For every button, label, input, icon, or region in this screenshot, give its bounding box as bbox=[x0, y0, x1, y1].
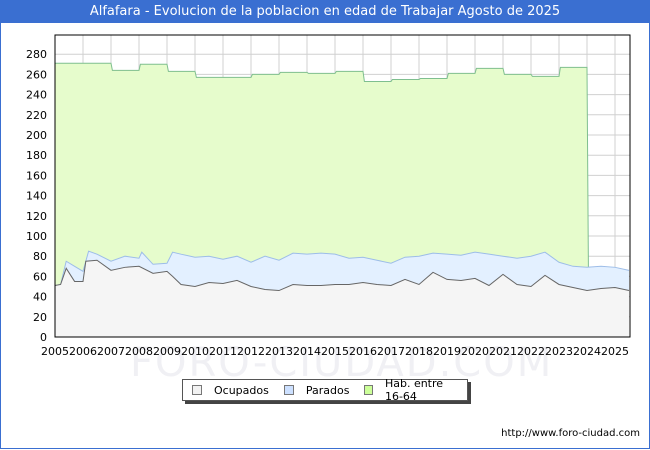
svg-text:60: 60 bbox=[33, 270, 47, 283]
svg-text:2015: 2015 bbox=[321, 345, 349, 358]
svg-text:2016: 2016 bbox=[349, 345, 377, 358]
svg-text:2008: 2008 bbox=[125, 345, 153, 358]
svg-text:240: 240 bbox=[26, 89, 47, 102]
svg-text:40: 40 bbox=[33, 291, 47, 304]
svg-text:2019: 2019 bbox=[433, 345, 461, 358]
svg-text:280: 280 bbox=[26, 48, 47, 61]
plot-border bbox=[54, 34, 631, 338]
svg-text:2006: 2006 bbox=[69, 345, 97, 358]
svg-text:160: 160 bbox=[26, 169, 47, 182]
legend: Ocupados Parados Hab. entre 16-64 bbox=[182, 377, 468, 403]
svg-text:2024: 2024 bbox=[573, 345, 601, 358]
svg-text:2021: 2021 bbox=[489, 345, 517, 358]
hab-swatch-icon bbox=[364, 385, 373, 395]
legend-item-parados: Parados bbox=[283, 383, 350, 397]
svg-text:100: 100 bbox=[26, 230, 47, 243]
svg-text:2007: 2007 bbox=[97, 345, 125, 358]
svg-text:2013: 2013 bbox=[265, 345, 293, 358]
svg-text:2023: 2023 bbox=[545, 345, 573, 358]
watermark: FORO-CIUDAD.COM bbox=[130, 340, 554, 386]
svg-text:2010: 2010 bbox=[181, 345, 209, 358]
chart-title: Alfafara - Evolucion de la poblacion en … bbox=[0, 0, 650, 23]
svg-text:2009: 2009 bbox=[153, 345, 181, 358]
legend-item-ocupados: Ocupados bbox=[192, 384, 269, 397]
legend-label: Ocupados bbox=[214, 383, 269, 397]
legend-item-hab: Hab. entre 16-64 bbox=[364, 377, 461, 403]
svg-text:2017: 2017 bbox=[377, 345, 405, 358]
parados-swatch-icon bbox=[283, 385, 294, 395]
svg-text:2005: 2005 bbox=[41, 345, 69, 358]
ocupados-swatch-icon bbox=[192, 385, 202, 395]
svg-text:20: 20 bbox=[33, 311, 47, 324]
legend-label: Hab. entre 16-64 bbox=[384, 377, 444, 403]
data-areas bbox=[54, 62, 630, 337]
svg-text:2020: 2020 bbox=[461, 345, 489, 358]
svg-text:200: 200 bbox=[26, 129, 47, 142]
svg-text:2018: 2018 bbox=[405, 345, 433, 358]
svg-text:120: 120 bbox=[26, 210, 47, 223]
svg-text:260: 260 bbox=[26, 68, 47, 81]
svg-text:140: 140 bbox=[26, 190, 47, 203]
svg-text:2012: 2012 bbox=[237, 345, 265, 358]
source-link[interactable]: http://www.foro-ciudad.com bbox=[501, 428, 640, 439]
svg-text:80: 80 bbox=[33, 250, 47, 263]
svg-text:220: 220 bbox=[26, 109, 47, 122]
svg-text:2022: 2022 bbox=[517, 345, 545, 358]
svg-text:0: 0 bbox=[40, 331, 47, 344]
svg-text:2025: 2025 bbox=[601, 345, 629, 358]
y-axis-ticks: 0 20 40 60 80 100 120 140 160 180 200 220 240 260 280 bbox=[26, 48, 47, 344]
x-axis-ticks: 2005 2006 2007 2008 2009 2010 2011 2012 2013 2014… bbox=[41, 345, 629, 358]
svg-text:2014: 2014 bbox=[293, 345, 321, 358]
legend-label: Parados bbox=[305, 383, 350, 397]
svg-text:180: 180 bbox=[26, 149, 47, 162]
svg-text:2011: 2011 bbox=[209, 345, 237, 358]
